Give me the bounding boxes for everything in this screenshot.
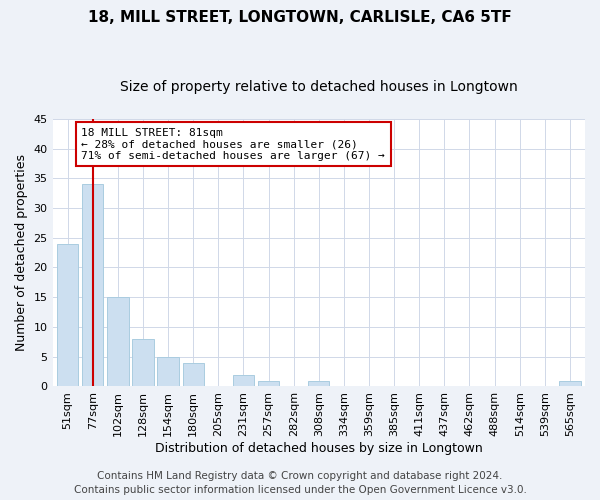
Bar (82, 184, 103, 386)
Bar (233, 374, 254, 386)
Text: 18 MILL STREET: 81sqm
← 28% of detached houses are smaller (26)
71% of semi-deta: 18 MILL STREET: 81sqm ← 28% of detached … (82, 128, 385, 161)
Text: Contains HM Land Registry data © Crown copyright and database right 2024.
Contai: Contains HM Land Registry data © Crown c… (74, 471, 526, 495)
Text: 18, MILL STREET, LONGTOWN, CARLISLE, CA6 5TF: 18, MILL STREET, LONGTOWN, CARLISLE, CA6… (88, 10, 512, 25)
Bar (258, 380, 279, 386)
X-axis label: Distribution of detached houses by size in Longtown: Distribution of detached houses by size … (155, 442, 482, 455)
Bar (559, 380, 581, 386)
Bar (57, 244, 78, 386)
Bar (182, 362, 204, 386)
Y-axis label: Number of detached properties: Number of detached properties (15, 154, 28, 351)
Bar (308, 380, 329, 386)
Title: Size of property relative to detached houses in Longtown: Size of property relative to detached ho… (120, 80, 518, 94)
Bar (132, 339, 154, 386)
Bar (157, 356, 179, 386)
Bar (107, 297, 128, 386)
